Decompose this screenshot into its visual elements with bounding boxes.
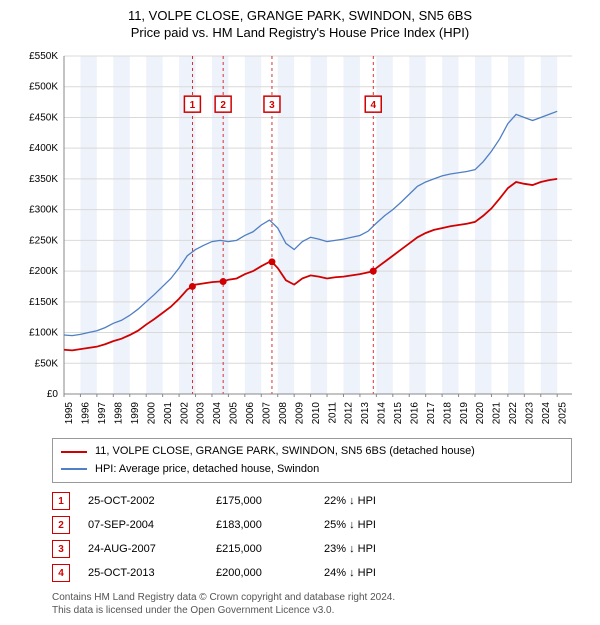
svg-text:£300K: £300K bbox=[29, 205, 58, 216]
svg-text:1: 1 bbox=[190, 100, 196, 111]
sale-date: 07-SEP-2004 bbox=[88, 519, 198, 531]
sales-table: 1 25-OCT-2002 £175,000 22% ↓ HPI 2 07-SEP-200… bbox=[52, 489, 572, 585]
svg-text:£100K: £100K bbox=[29, 328, 58, 339]
svg-text:2022: 2022 bbox=[508, 402, 519, 425]
svg-text:2003: 2003 bbox=[196, 402, 207, 425]
sales-row: 2 07-SEP-2004 £183,000 25% ↓ HPI bbox=[52, 513, 572, 537]
sales-row: 4 25-OCT-2013 £200,000 24% ↓ HPI bbox=[52, 561, 572, 585]
svg-text:£500K: £500K bbox=[29, 82, 58, 93]
svg-text:£400K: £400K bbox=[29, 143, 58, 154]
sale-price: £215,000 bbox=[216, 543, 306, 555]
svg-text:£350K: £350K bbox=[29, 174, 58, 185]
svg-text:2018: 2018 bbox=[442, 402, 453, 425]
svg-text:1995: 1995 bbox=[64, 402, 75, 425]
svg-text:2016: 2016 bbox=[409, 402, 420, 425]
svg-text:£0: £0 bbox=[47, 389, 59, 400]
sale-diff: 24% ↓ HPI bbox=[324, 567, 424, 579]
svg-text:3: 3 bbox=[269, 100, 275, 111]
svg-text:2019: 2019 bbox=[459, 402, 470, 425]
svg-text:2: 2 bbox=[220, 100, 226, 111]
sale-marker-icon: 1 bbox=[52, 492, 70, 510]
svg-text:2004: 2004 bbox=[212, 402, 223, 425]
sale-date: 25-OCT-2013 bbox=[88, 567, 198, 579]
svg-text:£550K: £550K bbox=[29, 51, 58, 62]
sale-diff: 23% ↓ HPI bbox=[324, 543, 424, 555]
svg-text:2008: 2008 bbox=[278, 402, 289, 425]
svg-text:2007: 2007 bbox=[262, 402, 273, 425]
svg-text:2011: 2011 bbox=[327, 402, 338, 424]
svg-text:£450K: £450K bbox=[29, 112, 58, 123]
legend-item: 11, VOLPE CLOSE, GRANGE PARK, SWINDON, S… bbox=[61, 443, 563, 461]
svg-text:1996: 1996 bbox=[81, 402, 92, 425]
sale-diff: 25% ↓ HPI bbox=[324, 519, 424, 531]
footer-attribution: Contains HM Land Registry data © Crown c… bbox=[52, 591, 572, 617]
sale-diff: 22% ↓ HPI bbox=[324, 495, 424, 507]
legend: 11, VOLPE CLOSE, GRANGE PARK, SWINDON, S… bbox=[52, 438, 572, 483]
footer-line-1: Contains HM Land Registry data © Crown c… bbox=[52, 591, 572, 604]
svg-text:1999: 1999 bbox=[130, 402, 141, 425]
legend-swatch bbox=[61, 468, 87, 470]
legend-label: HPI: Average price, detached house, Swin… bbox=[95, 461, 319, 479]
sale-date: 24-AUG-2007 bbox=[88, 543, 198, 555]
svg-text:£200K: £200K bbox=[29, 266, 58, 277]
sale-date: 25-OCT-2002 bbox=[88, 495, 198, 507]
price-chart: £0 £50K £100K £150K £200K £250K £300K £350K £400… bbox=[20, 48, 580, 428]
svg-text:2010: 2010 bbox=[311, 402, 322, 425]
legend-label: 11, VOLPE CLOSE, GRANGE PARK, SWINDON, S… bbox=[95, 443, 475, 461]
svg-text:2006: 2006 bbox=[245, 402, 256, 425]
sale-price: £175,000 bbox=[216, 495, 306, 507]
sales-row: 3 24-AUG-2007 £215,000 23% ↓ HPI bbox=[52, 537, 572, 561]
legend-swatch bbox=[61, 451, 87, 453]
footer-line-2: This data is licensed under the Open Gov… bbox=[52, 604, 572, 617]
svg-text:£150K: £150K bbox=[29, 297, 58, 308]
svg-text:2020: 2020 bbox=[475, 402, 486, 425]
sales-row: 1 25-OCT-2002 £175,000 22% ↓ HPI bbox=[52, 489, 572, 513]
sale-marker-icon: 4 bbox=[52, 564, 70, 582]
svg-text:£250K: £250K bbox=[29, 235, 58, 246]
svg-text:2025: 2025 bbox=[557, 402, 568, 425]
svg-text:1997: 1997 bbox=[97, 402, 108, 425]
svg-text:2015: 2015 bbox=[393, 402, 404, 425]
svg-text:2005: 2005 bbox=[229, 402, 240, 425]
svg-text:2023: 2023 bbox=[525, 402, 536, 425]
legend-item: HPI: Average price, detached house, Swin… bbox=[61, 461, 563, 479]
sale-price: £183,000 bbox=[216, 519, 306, 531]
svg-text:2014: 2014 bbox=[377, 402, 388, 425]
svg-text:2009: 2009 bbox=[294, 402, 305, 425]
sale-marker-icon: 2 bbox=[52, 516, 70, 534]
svg-text:2012: 2012 bbox=[344, 402, 355, 425]
svg-text:2021: 2021 bbox=[492, 402, 503, 425]
sale-marker-icon: 3 bbox=[52, 540, 70, 558]
svg-text:£50K: £50K bbox=[35, 358, 59, 369]
svg-text:2001: 2001 bbox=[163, 402, 174, 425]
svg-text:2002: 2002 bbox=[179, 402, 190, 425]
page-title: 11, VOLPE CLOSE, GRANGE PARK, SWINDON, S… bbox=[8, 8, 592, 23]
page-subtitle: Price paid vs. HM Land Registry's House … bbox=[8, 25, 592, 40]
svg-text:2000: 2000 bbox=[146, 402, 157, 425]
svg-text:2024: 2024 bbox=[541, 402, 552, 425]
svg-text:2013: 2013 bbox=[360, 402, 371, 425]
sale-price: £200,000 bbox=[216, 567, 306, 579]
svg-text:1998: 1998 bbox=[114, 402, 125, 425]
svg-text:2017: 2017 bbox=[426, 402, 437, 425]
svg-text:4: 4 bbox=[370, 100, 376, 111]
